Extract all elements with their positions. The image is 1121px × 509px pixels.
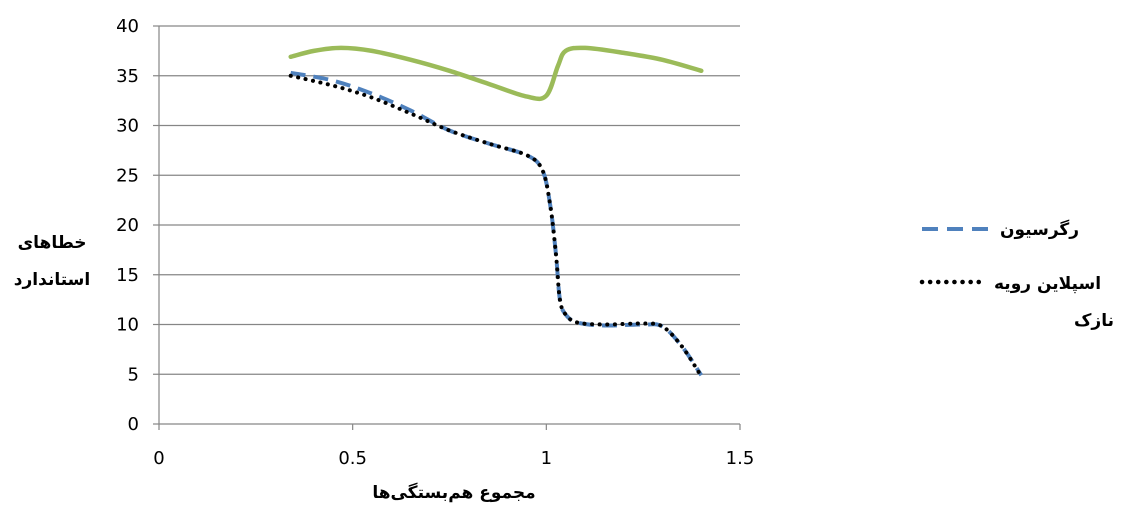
legend-label-regression: رگرسیون xyxy=(1000,219,1079,240)
y-axis-title: خطاهای استاندارد xyxy=(14,233,93,290)
series-lines xyxy=(288,45,704,379)
x-tick-label: 0.5 xyxy=(338,448,367,469)
x-tick-labels: 0 0.5 1 1.5 xyxy=(153,448,754,469)
y-axis-title-line-1: خطاهای xyxy=(18,233,87,253)
x-tick-label: 0 xyxy=(153,448,164,469)
y-tick-label: 25 xyxy=(116,165,139,186)
y-tick-label: 10 xyxy=(116,315,139,336)
y-tick-label: 20 xyxy=(116,215,139,236)
legend-label-thin-plate-spline-line-2: نازک xyxy=(1074,311,1114,331)
series-line-regression xyxy=(290,70,703,377)
y-axis-title-line-2: استاندارد xyxy=(14,270,90,290)
legend-label-thin-plate-spline-line-1: اسپلاین رویه xyxy=(994,274,1101,294)
x-axis-title: مجموع هم‌بستگی‌ها xyxy=(372,482,535,503)
series-line-green xyxy=(288,45,704,102)
axes xyxy=(158,26,741,430)
x-tick-label: 1.5 xyxy=(726,448,755,469)
legend: رگرسیون اسپلاین رویه نازک xyxy=(919,219,1114,331)
series-line-thin-plate-spline xyxy=(288,73,704,379)
gridlines xyxy=(153,25,740,425)
y-tick-label: 15 xyxy=(116,265,139,286)
y-tick-label: 5 xyxy=(128,364,139,385)
y-tick-label: 30 xyxy=(116,116,139,137)
y-tick-label: 40 xyxy=(116,16,139,37)
y-tick-label: 35 xyxy=(116,66,139,87)
x-tick-label: 1 xyxy=(541,448,552,469)
y-tick-label: 0 xyxy=(128,414,139,435)
y-tick-labels: 0 5 10 15 20 25 30 35 40 xyxy=(116,16,139,435)
